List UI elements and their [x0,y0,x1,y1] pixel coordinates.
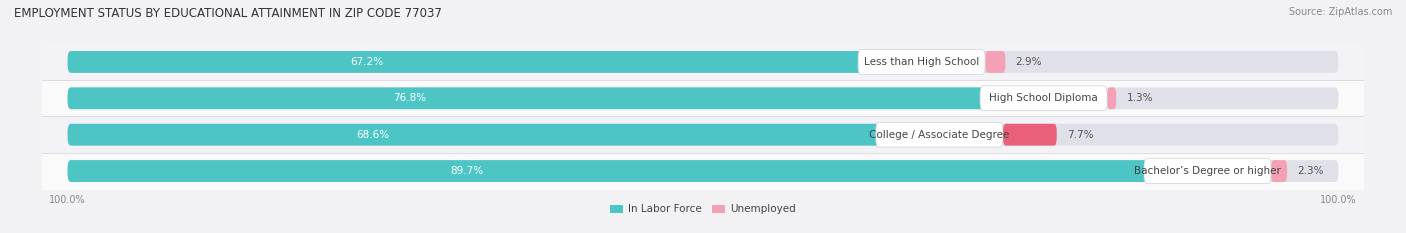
FancyBboxPatch shape [1107,87,1116,109]
Text: 7.7%: 7.7% [1067,130,1094,140]
Text: 76.8%: 76.8% [392,93,426,103]
FancyBboxPatch shape [67,160,1208,182]
FancyBboxPatch shape [1144,159,1271,183]
FancyBboxPatch shape [1002,124,1057,146]
Text: 2.9%: 2.9% [1015,57,1042,67]
Text: 89.7%: 89.7% [450,166,484,176]
FancyBboxPatch shape [67,160,1339,182]
Text: 2.3%: 2.3% [1298,166,1324,176]
FancyBboxPatch shape [67,87,1339,109]
FancyBboxPatch shape [67,87,1043,109]
Bar [42,116,1364,153]
Legend: In Labor Force, Unemployed: In Labor Force, Unemployed [606,200,800,219]
FancyBboxPatch shape [1271,160,1286,182]
Text: 68.6%: 68.6% [356,130,389,140]
Text: High School Diploma: High School Diploma [990,93,1098,103]
Text: 1.3%: 1.3% [1126,93,1153,103]
FancyBboxPatch shape [986,51,1005,73]
FancyBboxPatch shape [67,51,1339,73]
FancyBboxPatch shape [876,122,1002,147]
FancyBboxPatch shape [980,86,1107,111]
Text: Less than High School: Less than High School [863,57,979,67]
Bar [42,80,1364,116]
Text: EMPLOYMENT STATUS BY EDUCATIONAL ATTAINMENT IN ZIP CODE 77037: EMPLOYMENT STATUS BY EDUCATIONAL ATTAINM… [14,7,441,20]
FancyBboxPatch shape [858,50,986,74]
Bar [42,44,1364,80]
FancyBboxPatch shape [67,124,939,146]
Text: College / Associate Degree: College / Associate Degree [869,130,1010,140]
Text: Source: ZipAtlas.com: Source: ZipAtlas.com [1288,7,1392,17]
Bar [42,153,1364,189]
FancyBboxPatch shape [67,124,1339,146]
FancyBboxPatch shape [67,51,921,73]
Text: 67.2%: 67.2% [350,57,382,67]
Text: Bachelor’s Degree or higher: Bachelor’s Degree or higher [1135,166,1281,176]
